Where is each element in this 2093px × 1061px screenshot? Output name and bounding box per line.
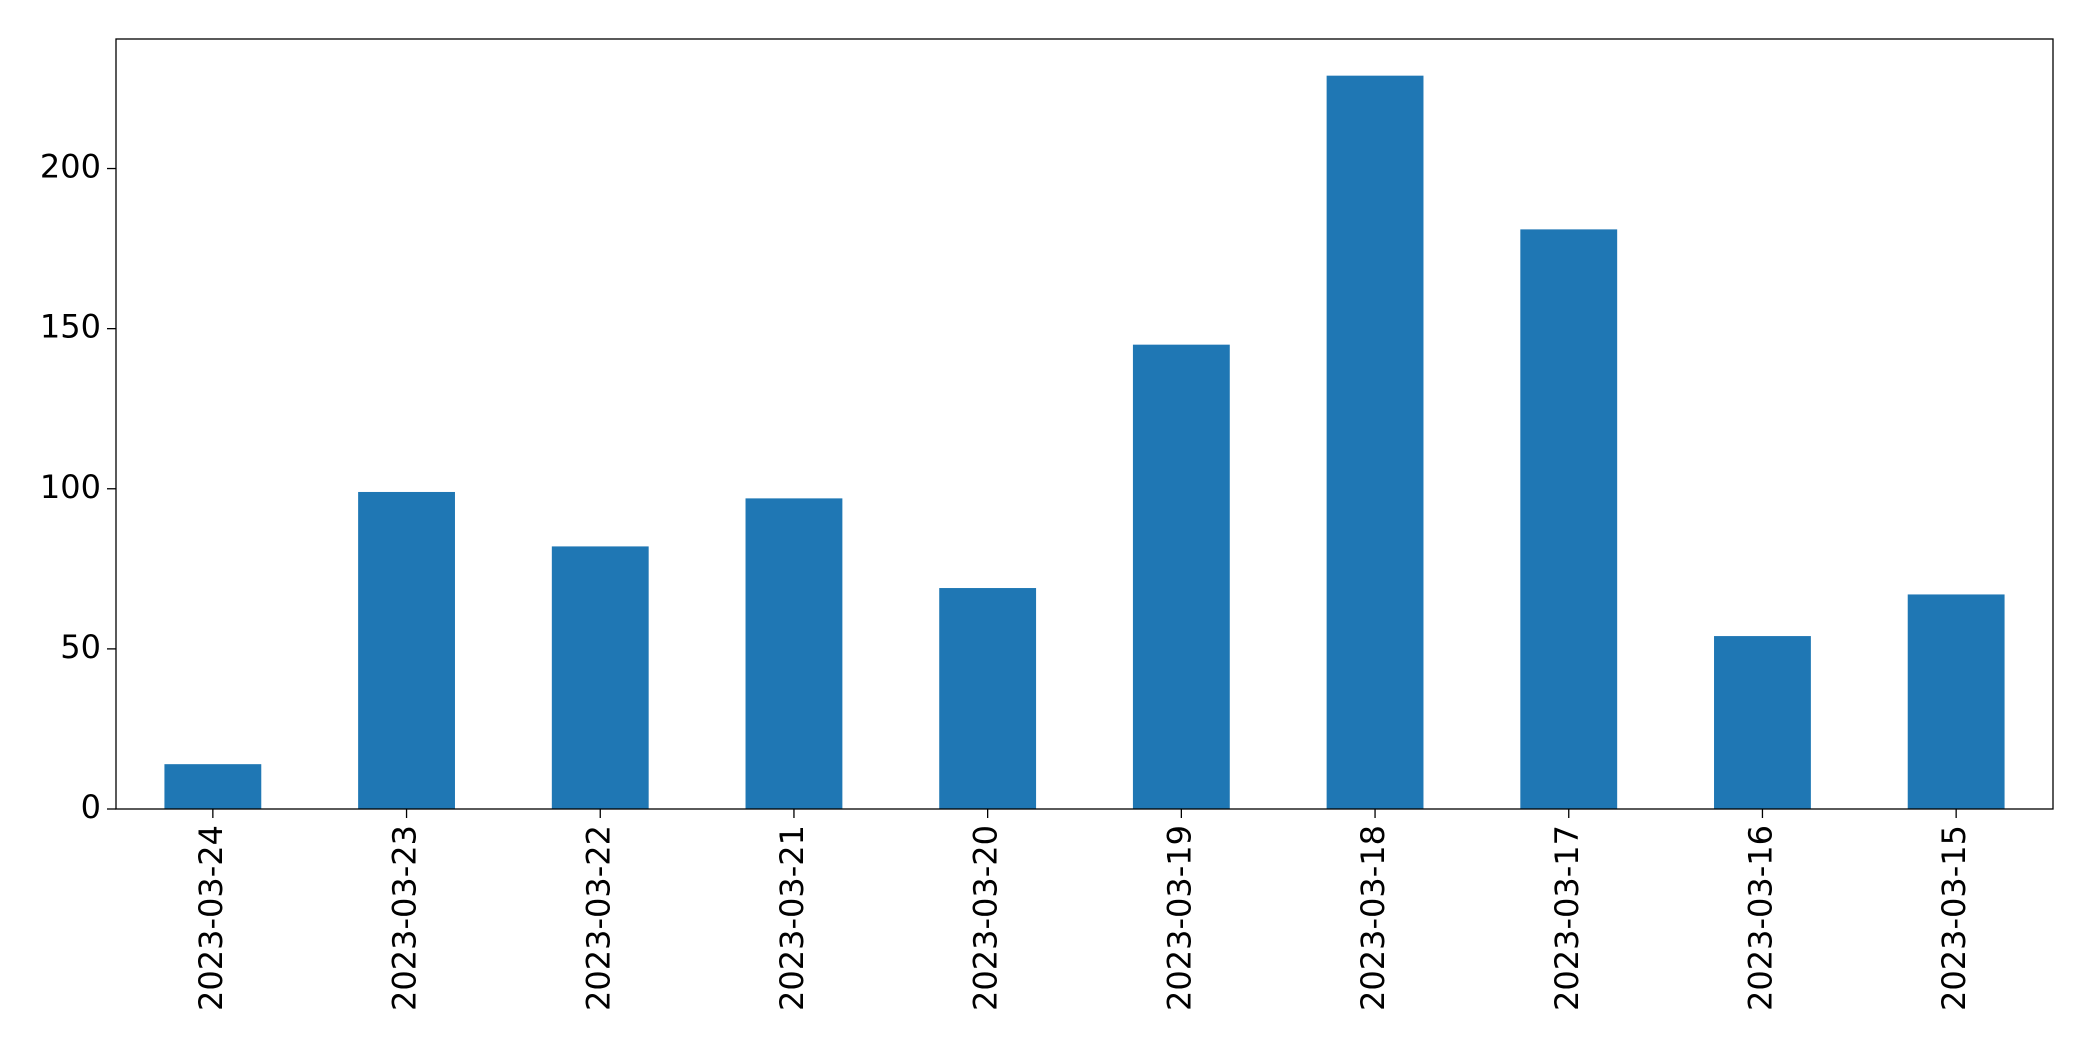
y-tick-label: 200 — [40, 148, 101, 186]
x-tick-label: 2023-03-20 — [967, 825, 1005, 1011]
y-tick-label: 150 — [40, 308, 101, 346]
x-tick-label: 2023-03-16 — [1741, 825, 1779, 1011]
bar — [1520, 229, 1618, 809]
x-tick-label: 2023-03-19 — [1160, 825, 1198, 1011]
bar — [1326, 75, 1424, 809]
bar — [358, 491, 455, 809]
bar — [164, 764, 262, 809]
x-tick-label: 2023-03-23 — [386, 825, 424, 1011]
x-tick-label: 2023-03-24 — [192, 825, 230, 1011]
x-tick-label: 2023-03-17 — [1548, 825, 1586, 1011]
x-tick-label: 2023-03-18 — [1354, 825, 1392, 1011]
y-tick-label: 0 — [81, 788, 101, 826]
bar — [939, 588, 1037, 809]
y-tick-label: 50 — [60, 628, 101, 666]
plot-frame — [115, 38, 2054, 810]
x-tick-label: 2023-03-15 — [1935, 825, 1973, 1011]
bar — [1907, 594, 2005, 809]
x-tick-label: 2023-03-21 — [773, 825, 811, 1011]
bar — [745, 498, 843, 809]
bar — [1714, 636, 1811, 809]
y-tick-label: 100 — [40, 468, 101, 506]
bar — [1132, 344, 1230, 809]
bar — [551, 546, 649, 809]
x-tick-label: 2023-03-22 — [579, 825, 617, 1011]
